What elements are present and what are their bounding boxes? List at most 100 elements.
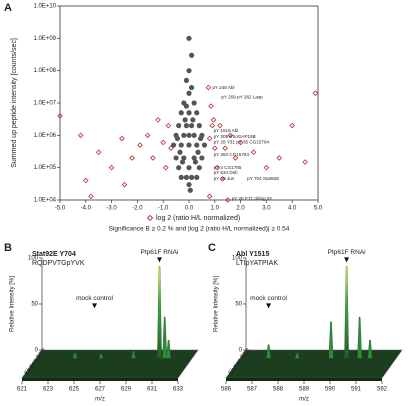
point (186, 110, 192, 116)
point (174, 135, 180, 142)
point (144, 132, 151, 139)
y-axis-label: Relative Intensity [%] (214, 276, 220, 332)
x-tick-label: -1.0 (158, 206, 169, 212)
annotation: pY 704 Stat92E (247, 176, 279, 181)
x-tick-label: -2.0 (132, 206, 143, 212)
point (217, 122, 223, 129)
y-tick-label: 50 (31, 302, 38, 308)
point (83, 177, 89, 184)
legend-label: log 2 (ratio H/L normalized) (156, 215, 240, 222)
peak (98, 353, 104, 359)
annotation-arrow (344, 257, 350, 263)
peak (344, 266, 349, 359)
x-tick-label: 0.0 (185, 206, 194, 212)
point (176, 165, 182, 171)
point (191, 132, 197, 138)
point (302, 159, 308, 165)
point (208, 103, 214, 109)
annotation: pY 1515 Abl (214, 128, 239, 133)
point (222, 145, 228, 151)
point (276, 155, 283, 161)
point (206, 135, 213, 142)
peak (166, 339, 171, 359)
x-tick-label: 586 (221, 387, 232, 393)
point (219, 176, 226, 182)
annotation: pY 3 CG1785 (214, 165, 242, 170)
x-tick-label: 623 (43, 387, 54, 393)
point (155, 117, 161, 123)
x-tick-label: 2.0 (236, 206, 245, 212)
point (191, 155, 197, 161)
point (186, 165, 192, 171)
x-tick-label: 592 (377, 387, 388, 393)
annotation-arrow (92, 303, 97, 309)
y-tick-label: 1.0E+08 (33, 68, 56, 74)
annotation: mock control (76, 295, 113, 302)
peak (357, 316, 362, 359)
annotation: pY 28 Y31 pY 35 CG15784 (214, 140, 270, 145)
plot-frame (59, 5, 319, 201)
point (289, 122, 295, 129)
point (237, 139, 244, 146)
annotation: pY 248 Abl (212, 85, 234, 90)
point (212, 145, 218, 151)
point (209, 122, 215, 129)
panel-title: Abl Y1515 (236, 251, 269, 258)
point (183, 174, 190, 180)
annotation: pY 364 CG15784 (214, 152, 250, 157)
point (194, 174, 200, 180)
x-tick-label: 1.0 (211, 206, 220, 212)
x-tick-label: 627 (95, 387, 106, 393)
point (88, 193, 94, 200)
x-tick-label: 587 (247, 387, 258, 393)
point (188, 174, 195, 180)
point (190, 117, 196, 123)
panel-label: C (208, 242, 216, 254)
x-tick-label: 633 (173, 387, 184, 393)
point (173, 155, 179, 161)
point (194, 142, 200, 148)
peak (162, 316, 168, 359)
point (198, 135, 204, 142)
point (186, 181, 192, 188)
point (57, 113, 63, 119)
panel-label: B (4, 242, 12, 254)
point (196, 123, 202, 129)
point (170, 142, 177, 148)
point (250, 149, 257, 156)
peak (367, 339, 373, 359)
point (182, 117, 188, 123)
annotation: pY 834 Dsh (214, 170, 238, 175)
significance-note: Significance B ≥ 0.2 % and |log 2 (ratio… (109, 226, 290, 233)
point (205, 84, 212, 91)
y-tick-label: 1.0E+09 (33, 36, 56, 42)
point (121, 181, 128, 188)
point (108, 164, 115, 171)
y-tick-label: 1.0E+04 (33, 198, 56, 204)
x-tick-label: 625 (69, 387, 80, 393)
point (183, 123, 190, 129)
point (227, 132, 234, 139)
point (192, 159, 199, 165)
point (224, 197, 231, 203)
x-tick-label: 588 (273, 387, 284, 393)
annotation-arrow (266, 303, 272, 309)
point (210, 117, 217, 123)
floor-front (226, 378, 382, 381)
x-tick-label: -5.0 (55, 206, 66, 212)
point (186, 68, 192, 74)
point (165, 122, 172, 129)
point (163, 164, 169, 171)
annotation: Ptp61F RNAi (328, 249, 366, 256)
point (77, 132, 84, 139)
point (183, 77, 190, 83)
point (150, 155, 156, 161)
peak (131, 350, 136, 359)
point (160, 139, 166, 146)
point (178, 110, 184, 116)
annotation-arrow (157, 257, 162, 263)
y-tick-label: 1.0E+07 (33, 101, 56, 107)
peak (72, 352, 78, 359)
point (178, 174, 184, 180)
